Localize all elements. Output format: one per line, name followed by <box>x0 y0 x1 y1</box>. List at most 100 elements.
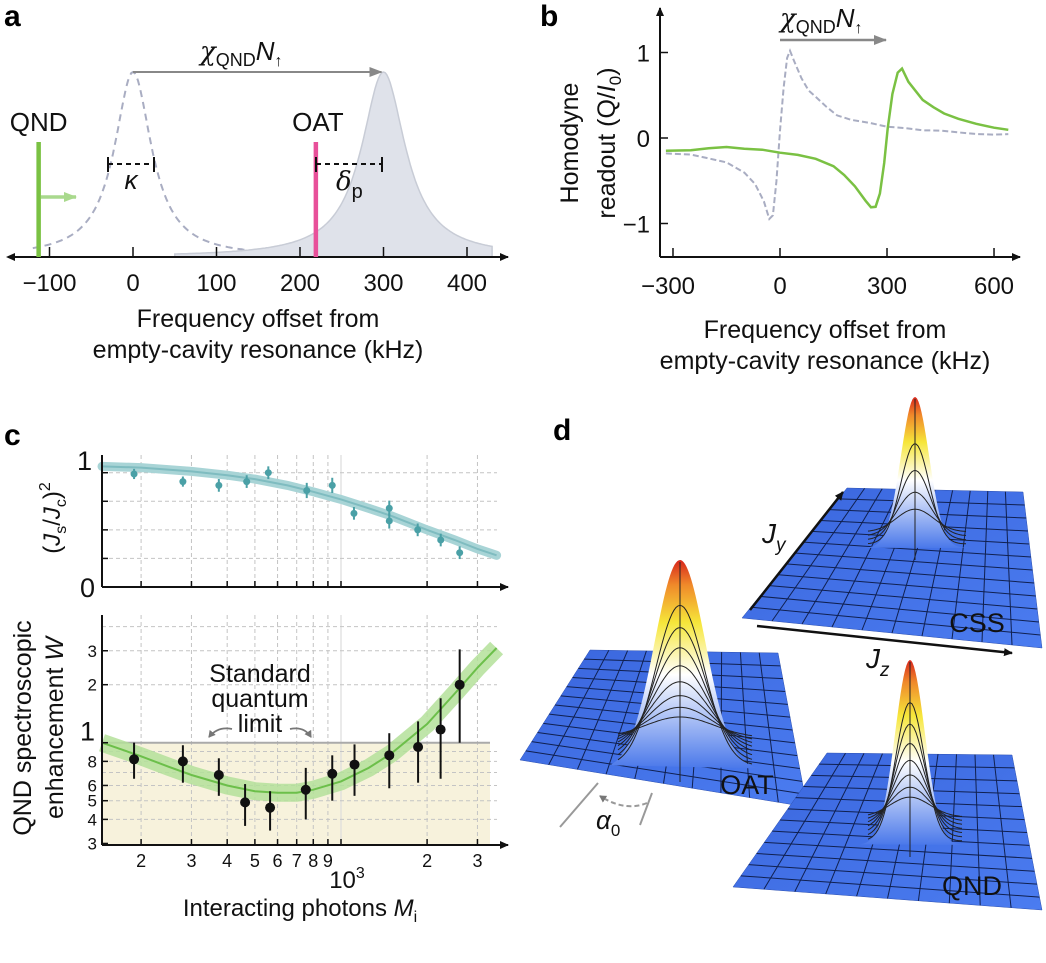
data-point-bottom <box>177 756 188 767</box>
data-point-top <box>215 481 223 489</box>
surface-grid-line <box>776 574 1036 597</box>
y-tick-label: 5 <box>88 792 97 811</box>
surface-grid-line <box>764 841 1033 859</box>
jy-label: Jy <box>761 518 787 556</box>
x-tick-label: 0 <box>773 273 786 300</box>
panel-letter-c: c <box>4 419 21 452</box>
surface-contour-line <box>617 665 753 751</box>
x-tick-label: 200 <box>280 270 320 297</box>
probe-label-qnd: QND <box>10 107 68 137</box>
ylabel-sub: s <box>53 526 70 534</box>
x-tick-label: 300 <box>363 270 403 297</box>
x-axis-label: Interacting photons Mi <box>183 895 417 926</box>
y-tick-label: 0 <box>637 126 650 153</box>
data-point-bottom <box>265 802 276 813</box>
y-tick-label: 3 <box>88 642 97 661</box>
xlabel-text: Interacting photons <box>183 895 394 922</box>
ylabel-var: J <box>39 533 66 547</box>
x-axis-label-line1: Frequency offset from <box>704 316 947 344</box>
ylabel-power: 2 <box>37 482 54 491</box>
ylabel-sub: 0 <box>606 76 625 85</box>
chi-symbol: χ <box>198 37 218 67</box>
delta-p-label: δp <box>336 167 363 203</box>
data-point-top <box>264 469 272 477</box>
alpha-angle-line <box>559 782 599 828</box>
ylabel-text: enhancement <box>41 661 69 819</box>
xlabel-sub: i <box>414 909 418 926</box>
alpha-angle-arrow <box>599 795 648 808</box>
data-point-bottom <box>454 679 465 690</box>
decade-exponent: 3 <box>356 865 365 882</box>
x-tick-label: 4 <box>222 851 232 871</box>
alpha0-label: α0 <box>596 805 620 840</box>
jz-sub: z <box>879 660 890 681</box>
y-tick-label: 8 <box>88 752 97 771</box>
data-point-top <box>179 478 187 486</box>
shift-label-b: χQNDN↑ <box>778 3 863 37</box>
ylabel-var: I <box>593 85 621 92</box>
surface-grid-line <box>768 585 1038 610</box>
n-symbol: N <box>256 36 275 66</box>
ylabel-text: readout (Q/ <box>593 92 621 219</box>
data-point-top <box>303 486 311 494</box>
panel-letter-b: b <box>540 0 558 33</box>
surface-grid-line <box>803 541 1031 558</box>
y-tick-label: 1 <box>77 446 92 476</box>
x-tick-label: −100 <box>22 270 76 297</box>
alpha-var: α <box>596 805 612 835</box>
decade-base: 10 <box>329 867 356 894</box>
data-point-bottom <box>384 750 395 761</box>
surface-contour-line <box>617 681 753 747</box>
surface-label-css: CSS <box>949 608 1005 638</box>
sql-label-line1: Standard <box>209 660 310 688</box>
ylabel-var: J <box>39 506 66 520</box>
x-tick-label: 300 <box>867 273 907 300</box>
panel-b-homodyne-readout: −300 0 300 600 1 0 −1 Frequency offset from empt… <box>556 7 1021 375</box>
shift-label-a: χQNDN↑ <box>198 36 283 70</box>
ylabel-paren: ) <box>39 491 66 499</box>
ylabel-var: W <box>41 635 69 661</box>
data-point-top <box>456 549 464 557</box>
y-tick-label: 3 <box>88 834 97 853</box>
x-tick-label: 3 <box>186 851 196 871</box>
alpha-angle-line <box>639 792 653 826</box>
y-tick-label: 1 <box>637 41 650 68</box>
data-point-bottom <box>240 797 251 808</box>
x-tick-label: 100 <box>196 270 236 297</box>
up-arrow-subscript: ↑ <box>275 53 283 70</box>
series-shifted-cavity <box>665 66 1009 209</box>
fit-band-top <box>97 461 502 560</box>
y-axis-label-line1: Homodyne <box>556 83 584 204</box>
data-point-top <box>130 470 138 478</box>
data-point-top <box>328 481 336 489</box>
surface-contour-line <box>867 508 967 532</box>
x-axis-label-line2: empty-cavity resonance (kHz) <box>660 347 991 375</box>
chi-subscript: QND <box>216 50 256 70</box>
surface-contour-line <box>867 491 967 536</box>
surface-contour-line <box>867 470 967 541</box>
series-empty-cavity <box>665 48 1009 221</box>
y-axis-label-top: (Js/Jc)2 <box>37 482 70 554</box>
y-tick-label: 6 <box>88 776 97 795</box>
surface-contour-line <box>867 796 963 817</box>
surface-peak <box>860 397 974 548</box>
surface-grid-line <box>740 875 1040 898</box>
jy-var: J <box>761 518 777 549</box>
surface-oat: OAT <box>519 560 808 808</box>
y-tick-label: 0 <box>80 573 95 603</box>
surface-contour-line <box>617 716 753 737</box>
x-tick-label: −300 <box>641 273 695 300</box>
data-point-bottom <box>129 754 140 765</box>
chi-symbol: χ <box>778 4 798 34</box>
data-point-bottom <box>349 759 360 770</box>
data-point-bottom <box>213 769 224 780</box>
x-tick-label: 8 <box>308 851 318 871</box>
jy-sub: y <box>774 535 787 556</box>
x-tick-label: 2 <box>136 851 146 871</box>
jz-var: J <box>865 643 881 674</box>
chi-subscript: QND <box>796 17 836 37</box>
x-tick-label: 3 <box>472 851 482 871</box>
delta-subscript: p <box>352 181 363 203</box>
jy-axis-arrow <box>749 491 844 611</box>
